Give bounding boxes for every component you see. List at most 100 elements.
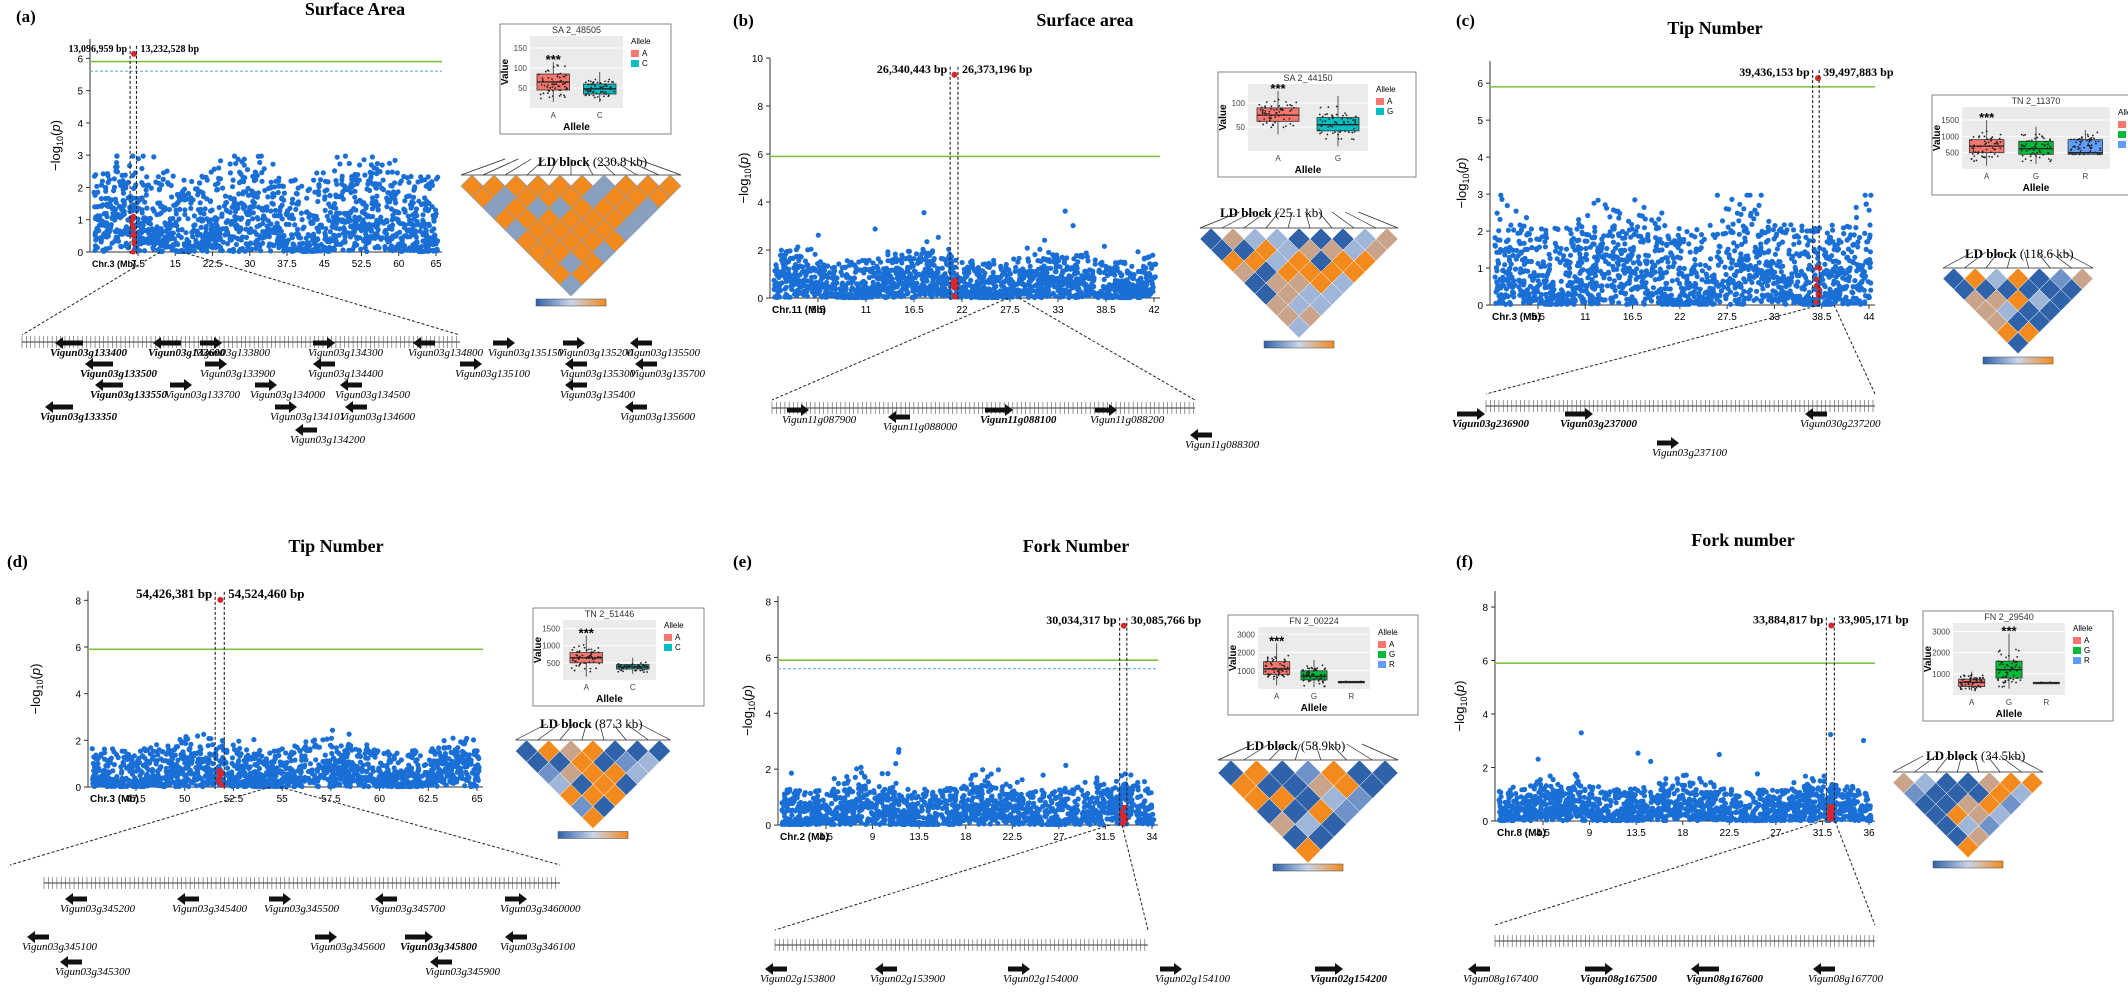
gene-name: Vigun03g134300 bbox=[308, 347, 383, 359]
snp-point bbox=[1557, 250, 1563, 256]
snp-point bbox=[1522, 296, 1528, 302]
snp-point bbox=[167, 216, 174, 222]
snp-point bbox=[1728, 228, 1734, 234]
snp-point bbox=[1738, 259, 1744, 265]
snp-point bbox=[431, 226, 437, 232]
snp-point bbox=[270, 191, 276, 197]
x-tick-label: 22 bbox=[956, 305, 968, 316]
snp-point bbox=[1502, 262, 1508, 268]
boxplot-jitter-point bbox=[1329, 124, 1332, 127]
snp-point bbox=[1803, 274, 1809, 281]
y-tick-label: 6 bbox=[77, 54, 83, 65]
snp-point bbox=[1579, 224, 1585, 230]
snp-point bbox=[332, 201, 338, 207]
boxplot-jitter-point bbox=[1262, 123, 1265, 126]
snp-point bbox=[1774, 246, 1780, 252]
snp-point bbox=[311, 240, 317, 247]
snp-point bbox=[1863, 259, 1869, 265]
snp-point bbox=[383, 236, 389, 242]
snp-point bbox=[253, 245, 259, 252]
boxplot-jitter-point bbox=[1344, 130, 1347, 133]
snp-point bbox=[189, 178, 195, 185]
boxplot-jitter-point bbox=[1268, 112, 1270, 115]
boxplot-jitter-point bbox=[564, 96, 566, 99]
snp-point bbox=[231, 234, 237, 240]
snp-point bbox=[816, 264, 823, 270]
snp-point bbox=[1062, 208, 1068, 214]
snp-point bbox=[1657, 266, 1663, 272]
boxplot-jitter-point bbox=[1331, 115, 1334, 118]
snp-point bbox=[232, 205, 238, 212]
boxplot-jitter-point bbox=[541, 79, 544, 81]
snp-point bbox=[264, 207, 270, 213]
snp-point bbox=[1853, 214, 1860, 221]
snp-point bbox=[290, 196, 296, 202]
snp-point bbox=[930, 280, 936, 286]
snp-point bbox=[1842, 276, 1848, 282]
snp-point bbox=[1720, 231, 1726, 237]
gene-name: Vigun03g135500 bbox=[625, 347, 700, 359]
boxplot-jitter-point bbox=[1333, 131, 1336, 133]
snp-point bbox=[251, 190, 257, 196]
snp-point bbox=[191, 213, 197, 219]
snp-point bbox=[216, 204, 222, 211]
snp-point bbox=[1665, 259, 1671, 265]
snp-point bbox=[889, 276, 895, 282]
snp-point bbox=[1785, 279, 1791, 285]
snp-point bbox=[345, 219, 351, 225]
gene-name: Vigun03g133900 bbox=[200, 368, 275, 380]
snp-point bbox=[1850, 242, 1856, 248]
snp-point bbox=[1616, 215, 1622, 221]
snp-point bbox=[322, 247, 328, 254]
snp-point bbox=[1497, 249, 1503, 255]
snp-point bbox=[139, 165, 145, 172]
snp-point bbox=[1567, 259, 1573, 266]
snp-point bbox=[1032, 293, 1038, 300]
panel-title: Surface Area bbox=[305, 0, 405, 19]
snp-point bbox=[103, 184, 109, 191]
boxplot-jitter-point bbox=[540, 97, 542, 100]
snp-point bbox=[1668, 292, 1674, 298]
snp-point bbox=[1729, 196, 1735, 202]
snp-point bbox=[962, 274, 968, 280]
snp-point bbox=[905, 266, 911, 272]
snp-point bbox=[238, 171, 244, 177]
snp-point bbox=[852, 294, 858, 300]
boxplot-jitter-point bbox=[584, 94, 587, 96]
snp-point bbox=[105, 195, 111, 201]
snp-point bbox=[198, 206, 204, 212]
snp-point bbox=[1065, 275, 1071, 281]
snp-point bbox=[1011, 256, 1017, 262]
boxplot-jitter-point bbox=[558, 80, 561, 83]
snp-point bbox=[243, 226, 249, 232]
snp-point bbox=[1091, 277, 1097, 284]
snp-point bbox=[1725, 246, 1731, 252]
chromosome-label: Chr.3 (Mb) bbox=[92, 259, 136, 269]
snp-point bbox=[1085, 258, 1091, 264]
boxplot-y-tick: 100 bbox=[1232, 99, 1246, 108]
snp-point bbox=[201, 194, 207, 200]
snp-point bbox=[1753, 288, 1760, 294]
snp-point bbox=[364, 214, 370, 220]
snp-point bbox=[114, 160, 120, 166]
snp-point bbox=[1742, 279, 1748, 285]
snp-point bbox=[1797, 300, 1804, 306]
boxplot-jitter-point bbox=[558, 95, 561, 97]
snp-point bbox=[1615, 273, 1621, 279]
snp-point bbox=[971, 286, 978, 292]
snp-point bbox=[281, 190, 287, 196]
snp-point bbox=[311, 177, 317, 183]
snp-point bbox=[212, 237, 218, 244]
snp-point bbox=[1698, 232, 1705, 238]
snp-point bbox=[1720, 278, 1726, 284]
snp-point bbox=[1626, 218, 1632, 224]
snp-point bbox=[1723, 271, 1729, 278]
boxplot-jitter-point bbox=[587, 91, 590, 93]
snp-point bbox=[1857, 298, 1863, 304]
snp-point bbox=[1101, 243, 1107, 249]
boxplot-jitter-point bbox=[1342, 114, 1344, 117]
snp-point bbox=[139, 210, 145, 216]
snp-point bbox=[796, 257, 802, 263]
